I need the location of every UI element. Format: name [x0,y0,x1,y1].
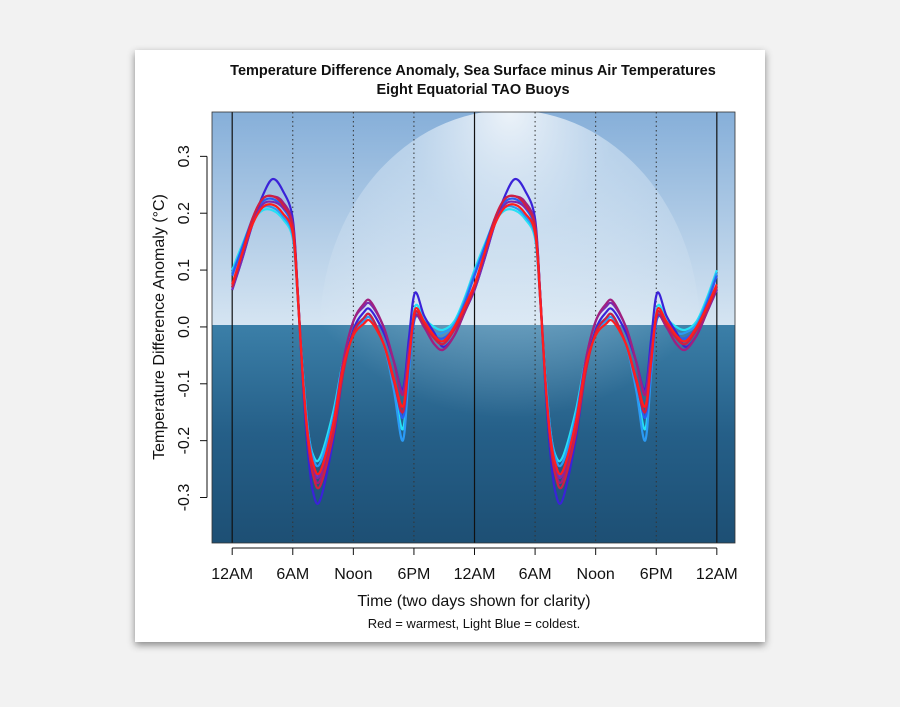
x-tick-label: Noon [577,566,615,583]
y-tick-label: 0.2 [176,202,193,224]
y-axis: 0.3 0.2 0.1 0.0 -0.1 -0.2 -0.3 [176,145,208,512]
x-tick-label: 6AM [276,566,309,583]
x-tick-label: 6PM [397,566,430,583]
y-tick-label: 0.1 [176,259,193,281]
series-lines [231,177,718,505]
y-axis-label: Temperature Difference Anomaly (°C) [151,194,168,460]
sun-glare [320,112,700,543]
x-tick-label: 12AM [454,566,496,583]
x-tick-label: Noon [334,566,372,583]
y-tick-label: 0.3 [176,145,193,167]
y-tick-label: -0.3 [176,484,193,512]
y-tick-label: -0.1 [176,370,193,398]
x-tick-label: 6AM [519,566,552,583]
x-tick-label: 12AM [211,566,253,583]
x-tick-label: 6PM [640,566,673,583]
x-tick-label: 12AM [696,566,738,583]
plot-border [211,111,736,544]
plot-background [212,112,735,543]
x-axis-label: Time (two days shown for clarity) [357,593,590,610]
chart-subtitle: Eight Equatorial TAO Buoys [376,82,569,98]
y-tick-label: 0.0 [176,316,193,338]
color-note: Red = warmest, Light Blue = coldest. [368,616,580,631]
x-axis: 12AM 6AM Noon 6PM 12AM 6AM Noon 6PM 12AM [211,547,738,583]
chart-title: Temperature Difference Anomaly, Sea Surf… [230,63,716,79]
y-tick-label: -0.2 [176,427,193,455]
vertical-gridlines [231,112,718,543]
buoy-series-line-8 [231,203,718,476]
